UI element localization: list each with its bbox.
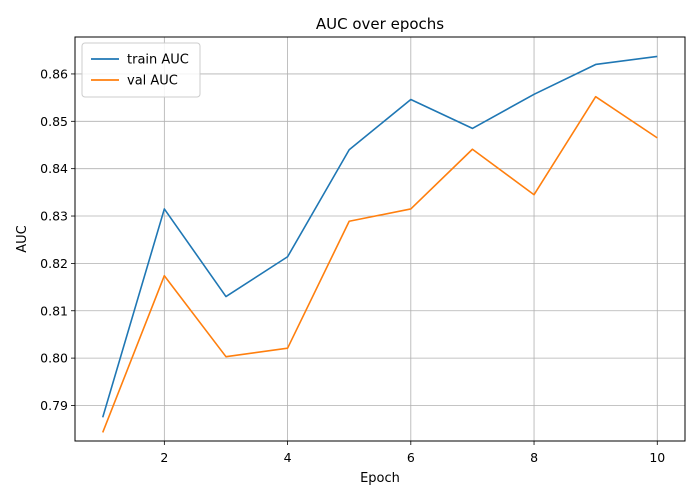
legend-label: train AUC [127,53,189,68]
plot-frame [74,36,686,442]
x-axis-label: Epoch [360,471,400,486]
y-axis-label: AUC [15,225,30,253]
y-tick-label: 0.86 [40,66,68,81]
y-tick-label: 0.81 [40,303,68,318]
y-tick-label: 0.85 [40,114,68,129]
x-tick-label: 2 [160,450,168,465]
legend[interactable]: train AUC val AUC [81,42,201,98]
axis-ticks: 2 4 6 8 10 0.79 0.80 0.81 0.82 0.83 0.84 0.85 0.86 [40,66,665,465]
series-line-train-auc [101,55,658,418]
legend-label: val AUC [127,74,178,89]
x-tick-label: 8 [530,450,538,465]
legend-entry[interactable]: train AUC [91,53,189,68]
y-tick-label: 0.83 [40,209,68,224]
y-tick-label: 0.84 [40,161,68,176]
chart-title: AUC over epochs [316,15,444,33]
x-tick-label: 6 [407,450,415,465]
series-layer [101,55,658,433]
legend-entry[interactable]: val AUC [91,74,178,89]
y-tick-label: 0.82 [40,256,68,271]
legend-box [81,42,201,98]
y-tick-label: 0.80 [40,351,68,366]
x-tick-label: 4 [284,450,292,465]
series-line-val-auc [101,95,658,433]
x-tick-label: 10 [649,450,665,465]
grid [75,37,685,441]
y-tick-label: 0.79 [40,398,68,413]
